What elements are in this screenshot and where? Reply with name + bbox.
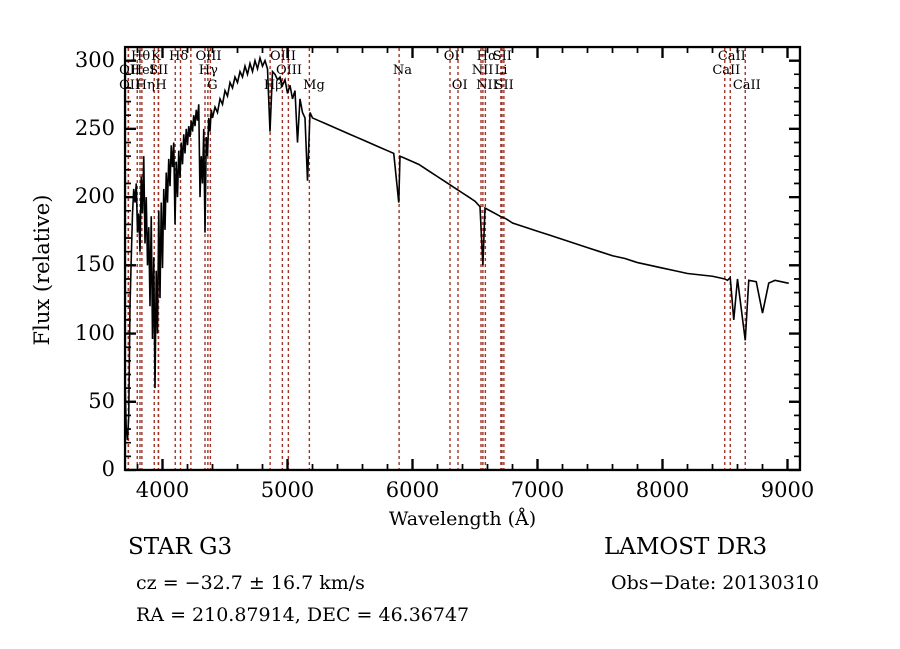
x-tick-label: 6000 bbox=[385, 478, 440, 502]
y-tick-label: 100 bbox=[74, 320, 115, 345]
spectral-line-label: Hγ bbox=[198, 63, 218, 78]
spectral-line-label: CaII bbox=[732, 78, 761, 93]
x-tick-label: 8000 bbox=[635, 478, 690, 502]
spectral-line-label: NII bbox=[476, 78, 498, 93]
x-tick-label: 5000 bbox=[260, 478, 315, 502]
survey-name: LAMOST DR3 bbox=[604, 534, 768, 560]
coordinates: RA = 210.87914, DEC = 46.36747 bbox=[136, 604, 470, 626]
line-marker-group bbox=[127, 48, 746, 469]
spectral-line-label: OI bbox=[443, 49, 460, 64]
spectral-line-label: Hβ bbox=[263, 78, 283, 93]
x-tick-label: 7000 bbox=[510, 478, 565, 502]
redshift-velocity: cz = −32.7 ± 16.7 km/s bbox=[136, 572, 365, 594]
spectral-line-label: SII bbox=[494, 78, 514, 93]
y-tick-label: 150 bbox=[74, 252, 115, 277]
spectral-line-label: Mg bbox=[303, 78, 325, 93]
spectral-line-label: Hθ bbox=[131, 49, 151, 64]
y-tick-label: 300 bbox=[74, 47, 115, 72]
observation-date: Obs−Date: 20130310 bbox=[611, 572, 819, 594]
spectral-line-label: Na bbox=[392, 63, 413, 78]
spectral-line-label: OIII bbox=[269, 49, 297, 64]
x-tick-label: 9000 bbox=[760, 478, 815, 502]
spectral-line-label: OII bbox=[119, 78, 140, 93]
spectral-line-label: Hδ bbox=[169, 49, 189, 64]
spectral-line-label: Hη bbox=[135, 78, 155, 93]
spectral-line-label: HeI bbox=[130, 63, 155, 78]
spectral-line-label: Li bbox=[494, 63, 508, 78]
spectral-line-label: SII bbox=[149, 63, 169, 78]
y-tick-label: 50 bbox=[88, 388, 115, 413]
y-axis-label: Flux (relative) bbox=[30, 194, 54, 346]
y-tick-label: 250 bbox=[74, 115, 115, 140]
spectral-line-label: CaII bbox=[717, 49, 746, 64]
spectrum-trace bbox=[124, 54, 789, 441]
object-type: STAR G3 bbox=[128, 534, 233, 560]
spectral-line-label: OIII bbox=[195, 49, 222, 64]
spectral-line-label: CaII bbox=[712, 63, 741, 78]
x-tick-label: 4000 bbox=[135, 478, 190, 502]
spectral-line-label: Hα bbox=[476, 49, 497, 64]
y-tick-label: 200 bbox=[74, 184, 115, 209]
spectral-line-label: K bbox=[151, 49, 161, 64]
spectral-line-label: H bbox=[155, 78, 167, 93]
y-tick-label: 0 bbox=[101, 457, 115, 481]
spectral-line-label: SII bbox=[492, 49, 512, 64]
spectral-line-label: NII bbox=[471, 63, 494, 78]
spectral-line-label: OII bbox=[119, 63, 140, 78]
x-axis-label: Wavelength (Å) bbox=[388, 508, 537, 530]
spectral-line-label: G bbox=[207, 78, 218, 93]
spectral-line-label: OI bbox=[451, 78, 468, 93]
spectral-line-label: OIII bbox=[275, 63, 303, 78]
